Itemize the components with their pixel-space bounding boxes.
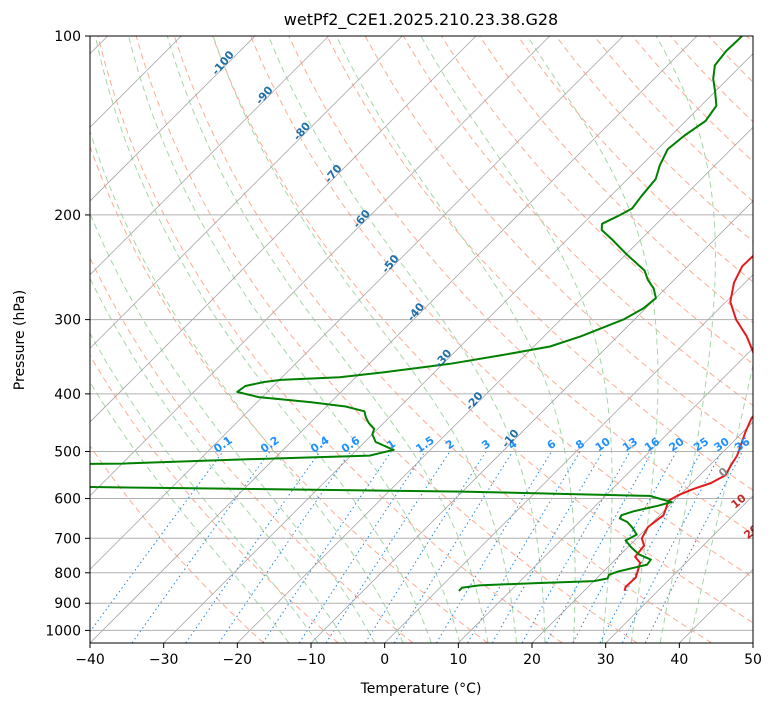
y-tick-label: 800: [54, 566, 81, 582]
dry-adiabat: [90, 256, 414, 643]
skew-isotherm: [531, 421, 753, 643]
x-tick-label: −10: [296, 652, 326, 668]
moist-adiabat: [420, 36, 613, 643]
moist-adiabat: [128, 36, 461, 643]
x-tick-label: 10: [449, 652, 467, 668]
x-tick-label: 50: [744, 652, 762, 668]
dry-adiabat-label: 30: [751, 554, 771, 574]
axis-ticks: −40 −30 −20 −10 0 10 20 30 40 50 100 200 300 400 500 60…: [45, 29, 762, 668]
skew-isotherm: [90, 36, 403, 349]
skew-isotherm: [163, 53, 753, 643]
y-tick-label: 900: [54, 596, 81, 612]
x-tick-label: 30: [597, 652, 615, 668]
mixing-ratio-line: [364, 451, 487, 643]
mixing-ratio-line: [298, 451, 426, 643]
dry-adiabat: [212, 36, 753, 624]
skew-isotherm: [90, 36, 329, 276]
mixing-ratio-line: [185, 451, 321, 643]
chart-title: wetPf2_C2E1.2025.210.23.38.G28: [284, 10, 558, 30]
skew-isotherm: [605, 495, 753, 643]
moist-adiabat: [90, 129, 404, 643]
dry-adiabat: [97, 36, 563, 643]
moist-adiabat: [688, 362, 753, 643]
moist-adiabat: [90, 277, 347, 643]
skew-isotherm: [237, 126, 753, 643]
skew-isotherm: [384, 274, 753, 643]
mixing-ratio-line: [435, 451, 552, 643]
moist-adiabat: [655, 36, 716, 643]
y-axis-label: Pressure (hPa): [12, 290, 28, 390]
skew-isotherm: [90, 36, 477, 423]
moist-adiabat: [90, 212, 376, 643]
moist-adiabat: [526, 36, 659, 643]
y-tick-label: 1000: [45, 623, 81, 639]
y-tick-label: 100: [54, 29, 81, 45]
grid-lines: [90, 36, 753, 643]
skew-isotherm: [310, 200, 753, 643]
x-axis-label: Temperature (°C): [360, 681, 482, 697]
dewpoint-profile-line: [90, 36, 744, 592]
mixing-ratio-line: [325, 451, 451, 643]
y-tick-label: 300: [54, 313, 81, 329]
temperature-profile-line: [623, 254, 753, 592]
mixing-ratio-line: [218, 451, 352, 643]
moist-adiabat: [268, 36, 546, 643]
mixing-ratio-line: [262, 451, 392, 643]
dry-adiabat: [517, 36, 753, 283]
dry-adiabat-label: 40: [758, 587, 775, 607]
reference-lines: [90, 36, 753, 643]
plot-background: [90, 36, 753, 643]
y-tick-label: 500: [54, 444, 81, 460]
dry-adiabat: [250, 36, 753, 579]
skew-isotherm: [90, 36, 698, 643]
moist-adiabat: [212, 36, 517, 643]
x-tick-label: −30: [149, 652, 179, 668]
moist-adiabat: [90, 332, 319, 643]
x-tick-label: 20: [523, 652, 541, 668]
y-tick-label: 700: [54, 531, 81, 547]
plot-frame: [89, 35, 754, 644]
moist-adiabat: [335, 36, 576, 643]
sounding-profiles: [90, 36, 753, 592]
skew-isotherm: [90, 36, 624, 570]
x-tick-label: 40: [670, 652, 688, 668]
skew-isotherm: [458, 347, 753, 643]
dry-adiabat: [288, 36, 753, 535]
dry-adiabat: [326, 36, 753, 491]
moist-adiabat: [166, 36, 489, 643]
skew-isotherm: [90, 36, 256, 202]
y-tick-label: 400: [54, 387, 81, 403]
y-tick-label: 200: [54, 208, 81, 224]
dry-adiabat-label: 20: [742, 522, 762, 542]
y-tick-label: 600: [54, 492, 81, 508]
skew-isotherm: [752, 642, 753, 643]
x-tick-label: −40: [75, 652, 105, 668]
x-tick-label: −20: [223, 652, 253, 668]
dry-adiabat: [173, 36, 712, 643]
x-tick-label: 0: [380, 652, 389, 668]
mixing-ratio-line: [467, 451, 581, 643]
moist-adiabat: [94, 36, 432, 643]
skew-isotherm: [90, 36, 550, 497]
